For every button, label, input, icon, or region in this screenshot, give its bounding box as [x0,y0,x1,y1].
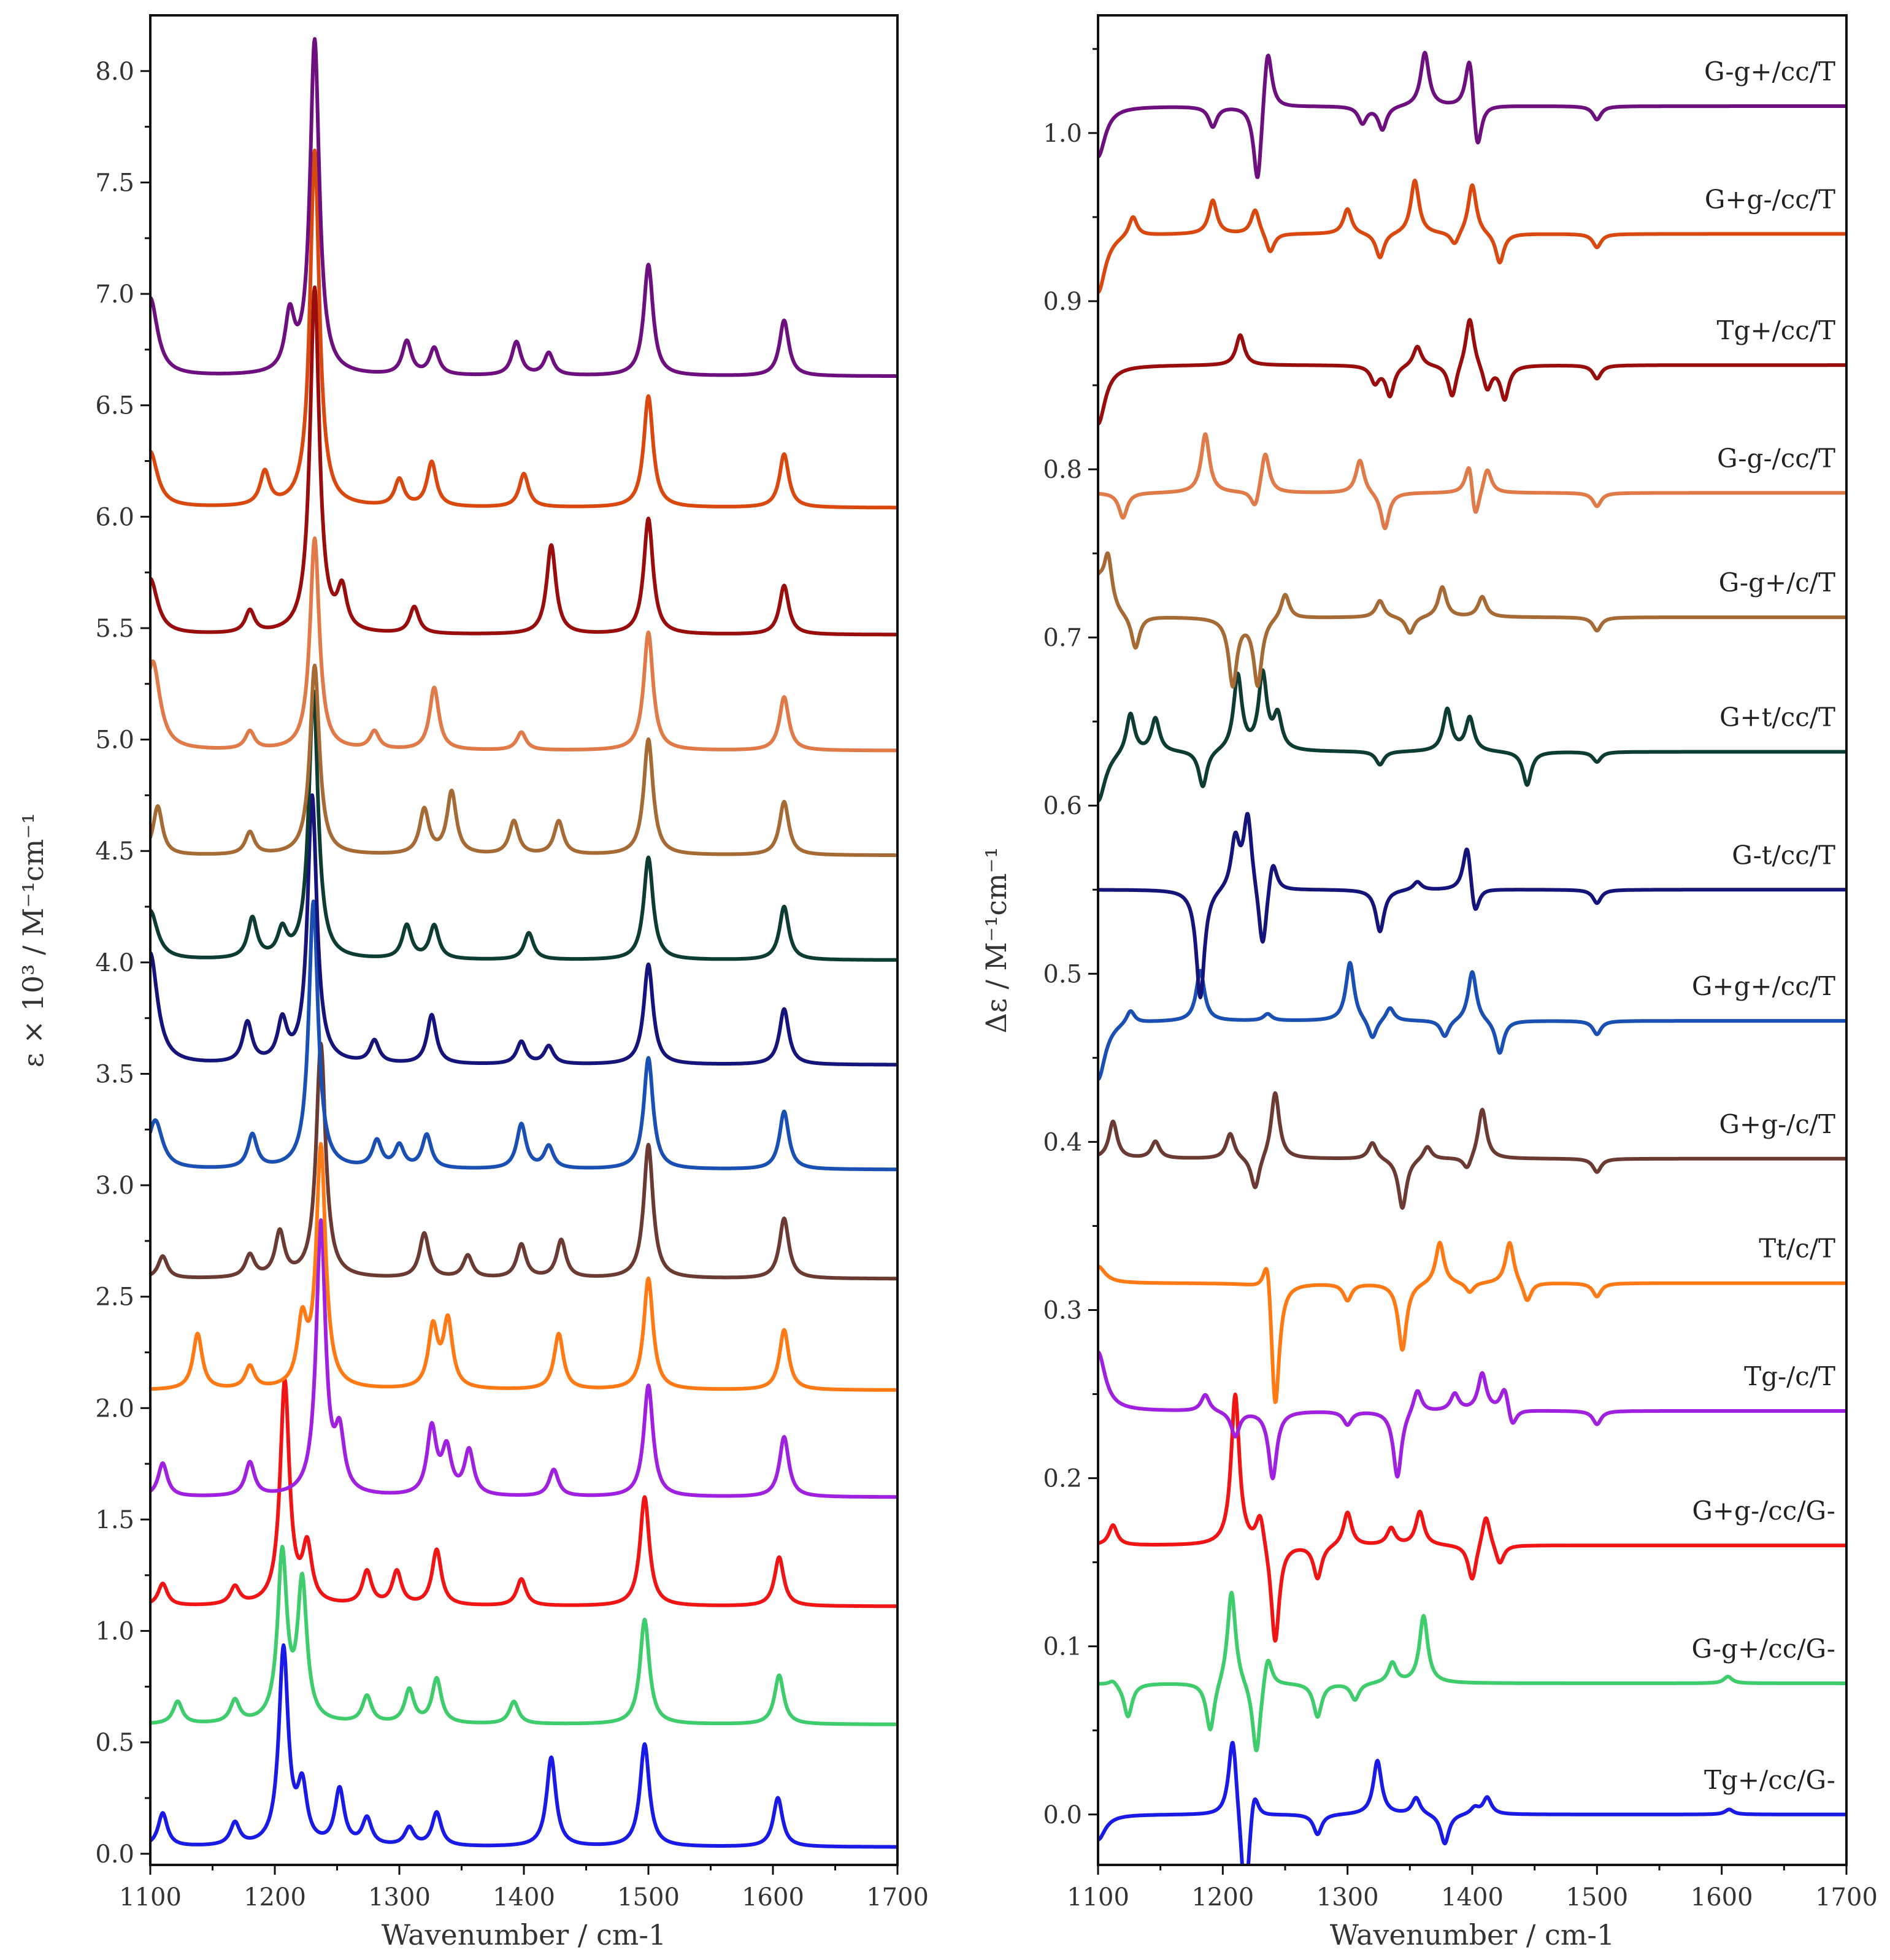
series-line-tg-cc-g- [150,1643,897,1849]
plot-area [1098,50,1846,1865]
y-tick-label: 0.8 [1043,456,1082,484]
x-tick-label: 1600 [742,1883,804,1912]
x-tick-label: 1400 [493,1883,555,1912]
series-line-g-g-cc-t [150,899,897,1172]
y-tick-label: 1.0 [1043,120,1082,148]
x-axis-title: Wavenumber / cm-1 [382,1918,666,1951]
series-label: Tg-/c/T [1744,1361,1835,1391]
series-line-g-g-cc-t [1098,961,1846,1082]
series-label: Tt/c/T [1759,1234,1835,1264]
series-line-g-g-cc-t [1098,50,1846,179]
series-line-tt-c-t [150,1142,897,1392]
y-tick-label: 0.7 [1043,624,1082,652]
series-label: Tg+/cc/G- [1704,1765,1835,1795]
y-tick-label: 2.5 [95,1283,134,1312]
x-axis-title: Wavenumber / cm-1 [1330,1918,1615,1951]
series-line-g-g-c-t [1098,551,1846,689]
y-tick-label: 0.0 [95,1840,134,1869]
y-tick-label: 0.6 [1043,792,1082,820]
x-tick-label: 1200 [244,1883,306,1912]
series-label: G-t/cc/T [1732,840,1835,870]
y-tick-label: 0.2 [1043,1465,1082,1493]
series-label: G-g-/cc/T [1717,443,1835,473]
series-label: G+t/cc/T [1719,702,1835,732]
y-tick-label: 6.0 [95,503,134,531]
series-line-tg-cc-g- [1098,1740,1846,1865]
series-label: G+g-/cc/G- [1692,1496,1835,1526]
y-tick-label: 0.3 [1043,1297,1082,1325]
series-line-g-t-cc-t [150,689,897,962]
series-line-g-t-cc-t [1098,668,1846,803]
x-tick-label: 1400 [1441,1883,1504,1912]
y-tick-label: 0.5 [1043,960,1082,988]
series-line-g-t-cc-t [1098,812,1846,999]
y-axis-title: ε × 10³ / M⁻¹cm⁻¹ [17,813,50,1067]
y-tick-label: 4.5 [95,837,134,866]
y-tick-label: 5.5 [95,615,134,643]
y-tick-label: 0.1 [1043,1633,1082,1661]
plot-frame [1097,14,1848,1866]
plot-area [150,37,897,1849]
series-line-g-g-cc-t [150,536,897,753]
y-tick-label: 1.0 [95,1618,134,1646]
series-line-g-g-cc-g- [150,1378,897,1608]
x-tick-label: 1300 [368,1883,431,1912]
y-tick-label: 4.0 [95,949,134,977]
x-tick-label: 1700 [866,1883,929,1912]
right-panel: Tg+/cc/G- G-g+/cc/G- G+g-/cc/G- Tg-/c/T Tt/c… [980,14,1878,1951]
left-panel: 1100 1200 1300 1400 1500 1600 1700 0.0 0.5 1.0 1.5… [17,14,929,1951]
series-label: G+g+/cc/T [1692,971,1835,1001]
x-tick-label: 1200 [1191,1883,1254,1912]
x-tick-label: 1100 [1067,1883,1129,1912]
y-tick-label: 7.5 [95,169,134,197]
series-line-g-g-cc-t [1098,432,1846,531]
y-tick-label: 3.5 [95,1060,134,1088]
series-label: G+g-/c/T [1719,1109,1835,1139]
y-tick-label: 0.0 [1043,1801,1082,1829]
series-line-g-t-cc-t [150,793,897,1067]
y-tick-label: 8.0 [95,58,134,86]
series-line-g-g-cc-g- [150,1545,897,1726]
series-line-g-g-cc-t [1098,179,1846,294]
y-tick-label: 2.0 [95,1394,134,1423]
series-line-tg-cc-t [150,285,897,637]
y-tick-label: 0.4 [1043,1128,1082,1156]
series-label: G+g-/cc/T [1705,184,1835,214]
y-tick-label: 0.9 [1043,288,1082,316]
series-line-tt-c-t [1098,1240,1846,1404]
series-line-g-g-cc-g- [1098,1591,1846,1753]
series-label: G-g+/cc/G- [1692,1634,1835,1664]
x-tick-label: 1700 [1815,1883,1878,1912]
x-tick-label: 1300 [1316,1883,1379,1912]
series-line-tg-c-t [150,1218,897,1499]
y-tick-label: 3.0 [95,1172,134,1200]
x-tick-label: 1500 [1565,1883,1628,1912]
series-line-g-g-cc-g- [1098,1393,1846,1643]
y-tick-label: 7.0 [95,280,134,309]
y-tick-label: 0.5 [95,1729,134,1757]
series-label: G-g+/c/T [1719,567,1835,598]
series-line-tg-c-t [1098,1350,1846,1481]
x-tick-label: 1600 [1691,1883,1753,1912]
x-tick-label: 1100 [119,1883,182,1912]
x-tick-label: 1500 [617,1883,680,1912]
series-line-g-g-c-t [150,1042,897,1281]
series-line-g-g-cc-t [150,37,897,378]
series-label: Tg+/cc/T [1717,315,1835,345]
series-label: G-g+/cc/T [1704,56,1835,86]
y-axis-title: Δε / M⁻¹cm⁻¹ [980,847,1013,1034]
y-tick-label: 5.0 [95,726,134,755]
y-tick-label: 6.5 [95,392,134,420]
series-line-g-g-c-t [1098,1091,1846,1210]
series-line-g-g-cc-t [150,148,897,510]
series-line-g-g-c-t [150,663,897,858]
series-line-tg-cc-t [1098,318,1846,426]
y-tick-label: 1.5 [95,1506,134,1534]
